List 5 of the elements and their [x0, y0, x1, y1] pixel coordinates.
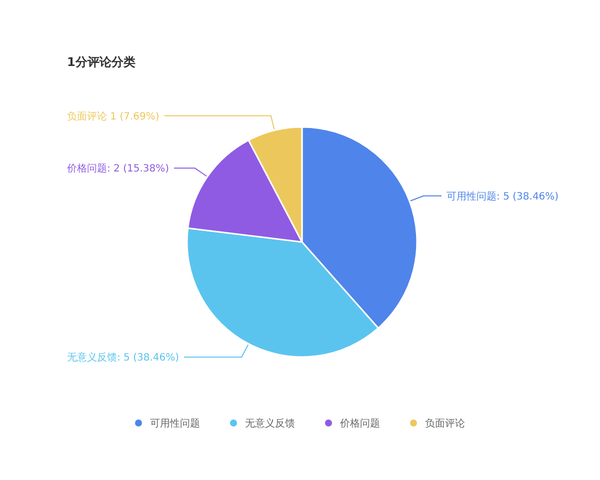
legend-label: 价格问题 — [339, 418, 380, 430]
legend-label: 负面评论 — [425, 418, 465, 430]
legend-label: 可用性问题 — [150, 418, 200, 430]
legend-label: 无意义反馈 — [245, 418, 295, 430]
title: 1分评论分类 — [67, 55, 136, 69]
